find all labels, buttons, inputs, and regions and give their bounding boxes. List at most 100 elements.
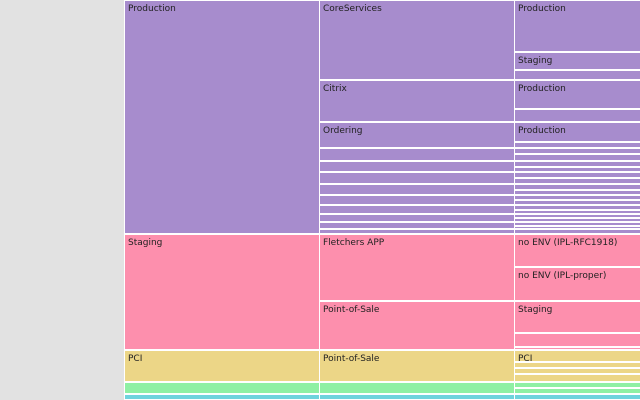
segment-cyan-a[interactable] — [514, 394, 640, 400]
segment-pci[interactable] — [124, 350, 320, 382]
segment-or-production[interactable] — [514, 122, 640, 142]
icicle-node-fl-noenv-proper[interactable]: no ENV (IPL-proper) — [514, 267, 640, 301]
icicle-node-p-r11-b[interactable] — [514, 226, 640, 229]
segment-pos-st-r2[interactable] — [514, 333, 640, 347]
segment-pci-r4[interactable] — [514, 374, 640, 382]
segment-or-r2[interactable] — [514, 142, 640, 148]
segment-coreservices[interactable] — [319, 0, 515, 80]
icicle-node-p-r8-b[interactable] — [514, 200, 640, 205]
icicle-node-p-r6-a[interactable] — [514, 172, 640, 178]
segment-p-r8[interactable] — [319, 195, 515, 205]
segment-p-r5-a[interactable] — [514, 161, 640, 167]
icicle-node-staging[interactable]: Staging — [124, 234, 320, 350]
icicle-node-p-r11[interactable] — [319, 222, 515, 229]
segment-cs-production[interactable] — [514, 0, 640, 52]
icicle-node-green-a[interactable] — [514, 382, 640, 388]
segment-p-r10[interactable] — [319, 214, 515, 222]
segment-pos-st-staging[interactable] — [514, 301, 640, 333]
icicle-node-p-r11-a[interactable] — [514, 222, 640, 226]
segment-p-r11-a[interactable] — [514, 222, 640, 226]
icicle-node-pci-r2[interactable] — [514, 362, 640, 368]
segment-p-r8-a[interactable] — [514, 195, 640, 200]
icicle-node-cs-staging[interactable]: Staging — [514, 52, 640, 70]
icicle-node-pos-pci[interactable]: Point-of-Sale — [319, 350, 515, 382]
segment-p-r12-a[interactable] — [514, 229, 640, 234]
icicle-node-p-r4-b[interactable] — [514, 154, 640, 161]
segment-p-r9-b[interactable] — [514, 210, 640, 214]
segment-p-r11-b[interactable] — [514, 226, 640, 229]
icicle-node-green-b[interactable] — [514, 388, 640, 394]
icicle-node-citrix[interactable]: Citrix — [319, 80, 515, 122]
segment-fl-noenv-proper[interactable] — [514, 267, 640, 301]
segment-citrix[interactable] — [319, 80, 515, 122]
icicle-node-p-r7[interactable] — [319, 184, 515, 195]
icicle-node-cyan-l1[interactable] — [319, 394, 515, 400]
segment-p-r8-b[interactable] — [514, 200, 640, 205]
segment-staging[interactable] — [124, 234, 320, 350]
segment-p-r9[interactable] — [319, 205, 515, 214]
segment-cs-staging[interactable] — [514, 52, 640, 70]
segment-cyan-group[interactable] — [124, 394, 320, 400]
segment-pci-pci[interactable] — [514, 350, 640, 362]
icicle-node-p-r5-a[interactable] — [514, 161, 640, 167]
segment-p-r10-b[interactable] — [514, 218, 640, 222]
icicle-node-pos-st-r2[interactable] — [514, 333, 640, 347]
segment-p-r6[interactable] — [319, 172, 515, 184]
icicle-node-pos-st-r3[interactable] — [514, 347, 640, 350]
segment-p-r9-a[interactable] — [514, 205, 640, 210]
segment-p-r11[interactable] — [319, 222, 515, 229]
icicle-node-cs-r3[interactable] — [514, 70, 640, 80]
segment-p-r4[interactable] — [319, 148, 515, 161]
segment-p-r5-b[interactable] — [514, 167, 640, 172]
segment-p-r10-a[interactable] — [514, 214, 640, 218]
icicle-node-pos-staging[interactable]: Point-of-Sale — [319, 301, 515, 350]
icicle-node-p-r12[interactable] — [319, 229, 515, 234]
icicle-node-p-r8[interactable] — [319, 195, 515, 205]
icicle-node-coreservices[interactable]: CoreServices — [319, 0, 515, 80]
segment-cx-production[interactable] — [514, 80, 640, 109]
icicle-node-p-r5-b[interactable] — [514, 167, 640, 172]
segment-p-r7[interactable] — [319, 184, 515, 195]
segment-p-r6-a[interactable] — [514, 172, 640, 178]
icicle-node-cyan-group[interactable] — [124, 394, 320, 400]
icicle-node-p-r12-a[interactable] — [514, 229, 640, 234]
icicle-node-p-r9[interactable] — [319, 205, 515, 214]
icicle-node-cx-production[interactable]: Production — [514, 80, 640, 109]
segment-green-l1[interactable] — [319, 382, 515, 394]
icicle-node-p-r7-a[interactable] — [514, 184, 640, 190]
icicle-node-cx-r2[interactable] — [514, 109, 640, 122]
icicle-node-p-r10[interactable] — [319, 214, 515, 222]
icicle-node-p-r5[interactable] — [319, 161, 515, 172]
icicle-node-pci[interactable]: PCI — [124, 350, 320, 382]
segment-fl-noenv-rfc[interactable] — [514, 234, 640, 267]
icicle-node-pci-r3[interactable] — [514, 368, 640, 374]
icicle-node-cs-production[interactable]: Production — [514, 0, 640, 52]
icicle-node-or-r2[interactable] — [514, 142, 640, 148]
icicle-node-cyan-a[interactable] — [514, 394, 640, 400]
icicle-node-p-r9-b[interactable] — [514, 210, 640, 214]
icicle-node-green-group[interactable] — [124, 382, 320, 394]
segment-fletchers[interactable] — [319, 234, 515, 301]
segment-pci-r2[interactable] — [514, 362, 640, 368]
icicle-node-p-r10-b[interactable] — [514, 218, 640, 222]
icicle-node-pci-r4[interactable] — [514, 374, 640, 382]
segment-p-r6-b[interactable] — [514, 178, 640, 184]
segment-green-a[interactable] — [514, 382, 640, 388]
icicle-node-p-r4[interactable] — [319, 148, 515, 161]
segment-green-b[interactable] — [514, 388, 640, 394]
icicle-node-p-r10-a[interactable] — [514, 214, 640, 218]
icicle-node-production[interactable]: Production — [124, 0, 320, 234]
segment-pos-st-r3[interactable] — [514, 347, 640, 350]
segment-production[interactable] — [124, 0, 320, 234]
icicle-node-pos-st-staging[interactable]: Staging — [514, 301, 640, 333]
icicle-node-ordering[interactable]: Ordering — [319, 122, 515, 148]
segment-pos-pci[interactable] — [319, 350, 515, 382]
segment-cs-r3[interactable] — [514, 70, 640, 80]
segment-p-r5[interactable] — [319, 161, 515, 172]
icicle-node-p-r4-a[interactable] — [514, 148, 640, 154]
segment-p-r4-a[interactable] — [514, 148, 640, 154]
segment-cyan-l1[interactable] — [319, 394, 515, 400]
segment-p-r12[interactable] — [319, 229, 515, 234]
segment-p-r7-a[interactable] — [514, 184, 640, 190]
segment-green-group[interactable] — [124, 382, 320, 394]
